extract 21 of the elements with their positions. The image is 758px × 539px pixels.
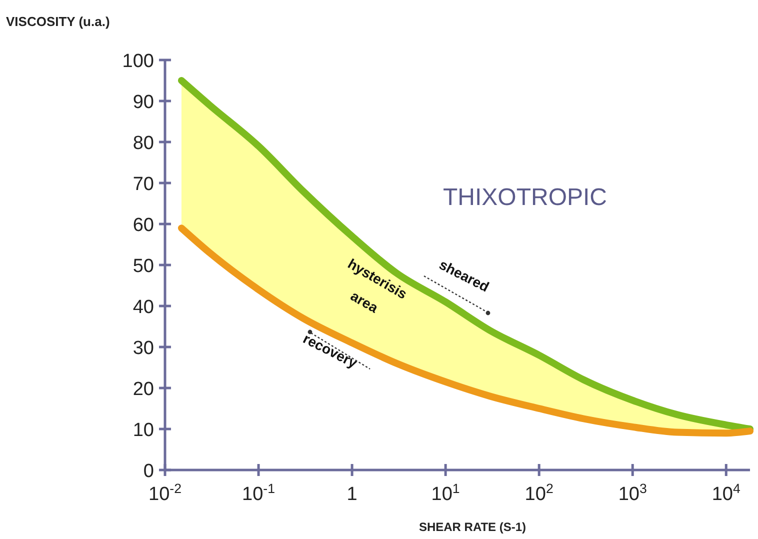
y-tick-label: 80: [132, 133, 154, 154]
y-tick-label: 10: [132, 420, 154, 441]
x-axis-title: SHEAR RATE (S-1): [418, 520, 526, 534]
y-tick-label: 20: [132, 379, 154, 400]
y-tick-label: 30: [132, 338, 154, 359]
y-tick-label: 60: [132, 215, 154, 236]
x-tick-label: 10$^{3}$: [618, 480, 647, 505]
x-tick-label: 10$^{2}$: [524, 480, 554, 505]
x-tick-label: 10$^{1}$: [431, 480, 460, 505]
x-tick-label: 1: [346, 484, 358, 505]
annotation: THIXOTROPIC: [442, 184, 608, 211]
y-tick-label: 50: [132, 256, 154, 277]
x-tick-label: 10$^{-1}$: [242, 480, 276, 505]
y-tick-label: 90: [132, 92, 154, 113]
x-tick-label: 10$^{-2}$: [148, 480, 182, 505]
y-tick-label: 70: [132, 174, 154, 195]
y-tick-label: 40: [132, 297, 154, 318]
y-tick-label: 100: [122, 51, 154, 72]
y-axis-title: VISCOSITY (u.a.): [6, 14, 110, 29]
y-tick-label: 0: [143, 461, 154, 482]
x-tick-label: 10$^{4}$: [712, 480, 740, 505]
